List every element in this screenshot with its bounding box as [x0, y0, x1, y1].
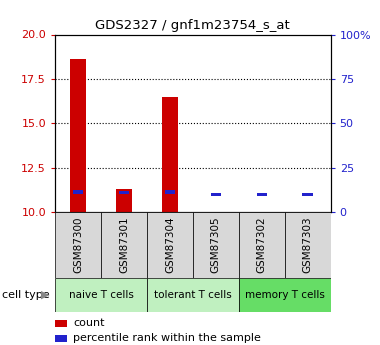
Bar — [165, 190, 175, 194]
Bar — [211, 193, 221, 196]
Bar — [55, 278, 147, 312]
Text: percentile rank within the sample: percentile rank within the sample — [73, 333, 261, 343]
Text: memory T cells: memory T cells — [245, 290, 325, 300]
Text: count: count — [73, 318, 105, 328]
Bar — [147, 278, 239, 312]
Title: GDS2327 / gnf1m23754_s_at: GDS2327 / gnf1m23754_s_at — [95, 19, 290, 32]
Bar — [70, 59, 86, 212]
Bar — [55, 320, 68, 327]
Bar — [73, 190, 83, 194]
Bar — [116, 189, 132, 212]
Text: cell type: cell type — [2, 290, 49, 300]
Text: GSM87304: GSM87304 — [165, 217, 175, 273]
Text: GSM87300: GSM87300 — [73, 217, 83, 273]
Bar — [285, 212, 331, 278]
Bar — [119, 190, 129, 194]
Bar — [193, 212, 239, 278]
Text: tolerant T cells: tolerant T cells — [154, 290, 232, 300]
Text: GSM87303: GSM87303 — [302, 217, 313, 273]
Bar — [55, 212, 101, 278]
Bar — [256, 193, 267, 196]
Text: GSM87301: GSM87301 — [119, 217, 129, 273]
Bar — [239, 278, 331, 312]
Bar — [101, 212, 147, 278]
Text: GSM87305: GSM87305 — [211, 217, 221, 273]
Text: naive T cells: naive T cells — [68, 290, 133, 300]
Bar — [55, 335, 68, 342]
Bar — [239, 212, 285, 278]
Bar — [147, 212, 193, 278]
Text: GSM87302: GSM87302 — [257, 217, 267, 273]
Bar — [302, 193, 313, 196]
Text: ▶: ▶ — [41, 290, 49, 300]
Bar — [162, 97, 178, 212]
